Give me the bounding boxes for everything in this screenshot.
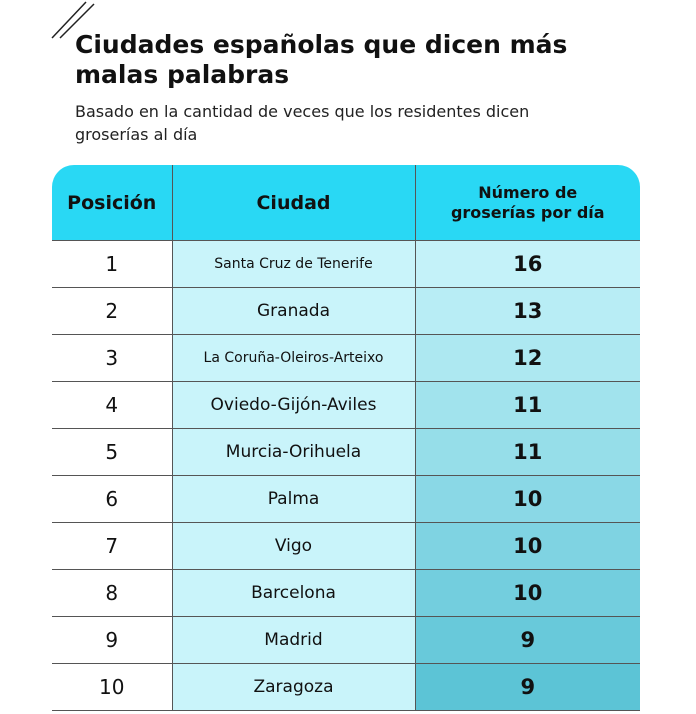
cell: Palma [171, 475, 416, 523]
table-body: 1 Santa Cruz de Tenerife 16 2 Granada 13 3 La C… [52, 240, 640, 711]
cell: 2 [52, 287, 173, 335]
cell: 5 [52, 428, 173, 476]
cell: 12 [414, 334, 640, 382]
cell: 9 [414, 616, 640, 664]
table-row: 3 La Coruña-Oleiros-Arteixo 12 [52, 334, 640, 382]
cell: 11 [414, 428, 640, 476]
column-header: Ciudad [171, 165, 415, 241]
cell: Zaragoza [171, 663, 416, 711]
cell: 10 [414, 569, 640, 617]
subtitle: Basado en la cantidad de veces que los r… [75, 100, 529, 146]
cell: Madrid [171, 616, 416, 664]
table-row: 1 Santa Cruz de Tenerife 16 [52, 240, 640, 288]
decoration [51, 1, 95, 39]
table-row: 10 Zaragoza 9 [52, 663, 640, 711]
table-row: 8 Barcelona 10 [52, 569, 640, 617]
cell: Granada [171, 287, 416, 335]
cell: Barcelona [171, 569, 416, 617]
cell: 10 [414, 522, 640, 570]
cell: 7 [52, 522, 173, 570]
column-header: Posición [52, 165, 172, 241]
cell: Vigo [171, 522, 416, 570]
cell: 16 [414, 240, 640, 288]
cell: 6 [52, 475, 173, 523]
title: Ciudades españolas que dicen más malas p… [75, 30, 567, 90]
table-row: 7 Vigo 10 [52, 522, 640, 570]
cell: Oviedo-Gijón-Aviles [171, 381, 416, 429]
column-header-line: groserías por día [450, 202, 605, 222]
title-line: Ciudades españolas que dicen más [75, 30, 568, 59]
subtitle-line: groserías al día [75, 125, 198, 144]
column-header-line: Número de [478, 182, 578, 202]
table-row: 6 Palma 10 [52, 475, 640, 523]
cell: Santa Cruz de Tenerife [171, 240, 416, 288]
cell: 13 [414, 287, 640, 335]
cell: La Coruña-Oleiros-Arteixo [171, 334, 416, 382]
subtitle-line: Basado en la cantidad de veces que los r… [75, 102, 530, 121]
table-row: 5 Murcia-Orihuela 11 [52, 428, 640, 476]
table-row: 9 Madrid 9 [52, 616, 640, 664]
table-row: 2 Granada 13 [52, 287, 640, 335]
column-header: Número de groserías por día [414, 165, 640, 241]
cell: 11 [414, 381, 640, 429]
cell: 10 [414, 475, 640, 523]
cell: 1 [52, 240, 173, 288]
cell: Murcia-Orihuela [171, 428, 416, 476]
cell: 9 [52, 616, 173, 664]
table-row: 4 Oviedo-Gijón-Aviles 11 [52, 381, 640, 429]
cell: 10 [52, 663, 173, 711]
cell: 8 [52, 569, 173, 617]
cell: 4 [52, 381, 173, 429]
table: Posición Ciudad Número de groserías por día… [52, 165, 640, 711]
cell: 3 [52, 334, 173, 382]
header-row: Posición Ciudad Número de groserías por día [52, 165, 640, 241]
cell: 9 [414, 663, 640, 711]
title-line: malas palabras [75, 60, 290, 89]
